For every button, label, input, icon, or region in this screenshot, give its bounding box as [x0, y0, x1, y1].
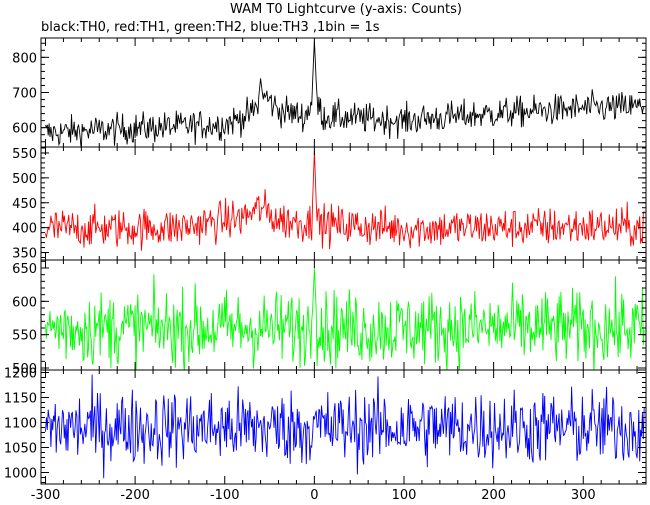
x-tick-label: 100 [392, 488, 417, 503]
y-tick-label: 500 [12, 172, 37, 187]
panel-frame [40, 259, 647, 371]
lightcurve-th0-line [45, 40, 645, 147]
x-tick-label: 0 [310, 488, 318, 503]
y-tick-label: 1100 [4, 417, 37, 432]
y-tick-label: 650 [12, 262, 37, 277]
y-tick-label: 1200 [4, 367, 37, 382]
y-tick-label: 700 [12, 87, 37, 102]
x-tick-label: 200 [481, 488, 506, 503]
y-tick-label: 600 [12, 295, 37, 310]
y-tick-label: 500 [12, 362, 37, 377]
y-tick-label: 800 [12, 51, 37, 66]
y-tick-label: 1150 [4, 392, 37, 407]
chart-subtitle: black:TH0, red:TH1, green:TH2, blue:TH3 … [41, 20, 380, 35]
x-tick-label: -100 [210, 488, 240, 503]
panels-group: 6007008003504004505005505005506006501000… [4, 37, 647, 503]
y-tick-label: 600 [12, 122, 37, 137]
lightcurve-th2-line [45, 267, 645, 370]
y-tick-label: 1050 [4, 442, 37, 457]
panel-frame [40, 146, 647, 261]
chart-title: WAM T0 Lightcurve (y-axis: Counts) [230, 2, 462, 17]
lightcurve-th1-line [45, 150, 645, 251]
y-tick-label: 550 [12, 329, 37, 344]
x-tick-label: -200 [120, 488, 150, 503]
x-tick-label: 300 [571, 488, 596, 503]
lightcurve-th3-line [45, 374, 645, 479]
y-tick-label: 450 [12, 197, 37, 212]
y-tick-label: 550 [12, 147, 37, 162]
x-tick-label: -300 [31, 488, 61, 503]
y-tick-label: 400 [12, 222, 37, 237]
y-tick-label: 1000 [4, 467, 37, 482]
y-tick-label: 350 [12, 247, 37, 262]
